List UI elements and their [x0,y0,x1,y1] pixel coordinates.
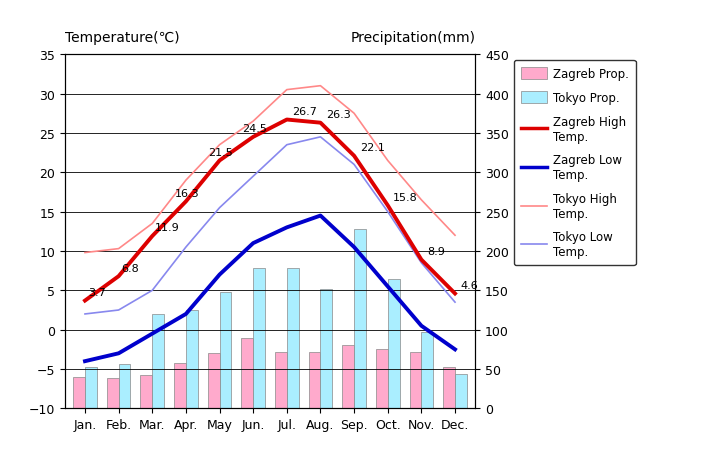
Legend: Zagreb Prop., Tokyo Prop., Zagreb High
Temp., Zagreb Low
Temp., Tokyo High
Temp.: Zagreb Prop., Tokyo Prop., Zagreb High T… [514,61,636,266]
Text: 26.7: 26.7 [292,107,318,117]
Bar [376,349,388,409]
Bar [287,269,299,409]
Text: 3.7: 3.7 [88,287,106,297]
Bar [421,332,433,409]
Text: 24.5: 24.5 [242,124,267,134]
Bar [186,310,198,409]
Bar [253,269,265,409]
Text: 4.6: 4.6 [461,280,478,290]
Text: 6.8: 6.8 [122,263,139,273]
Text: 15.8: 15.8 [393,192,418,202]
Bar [275,352,287,409]
Text: Precipitation(mm): Precipitation(mm) [350,30,475,45]
Text: 8.9: 8.9 [427,246,445,257]
Bar [107,379,119,409]
Bar [444,368,455,409]
Text: Temperature(℃): Temperature(℃) [65,30,179,45]
Bar [455,374,467,409]
Text: 11.9: 11.9 [155,223,180,233]
Bar [119,364,130,409]
Bar [342,346,354,409]
Bar [354,230,366,409]
Bar [410,352,421,409]
Bar [174,363,186,409]
Text: 21.5: 21.5 [208,148,233,157]
Text: 22.1: 22.1 [360,143,384,153]
Bar [152,314,164,409]
Text: 16.3: 16.3 [175,189,199,198]
Bar [320,289,332,409]
Bar [220,292,231,409]
Text: 26.3: 26.3 [326,110,351,120]
Bar [73,377,85,409]
Bar [140,375,152,409]
Bar [309,352,320,409]
Bar [241,338,253,409]
Bar [85,368,96,409]
Bar [208,353,220,409]
Bar [388,279,400,409]
